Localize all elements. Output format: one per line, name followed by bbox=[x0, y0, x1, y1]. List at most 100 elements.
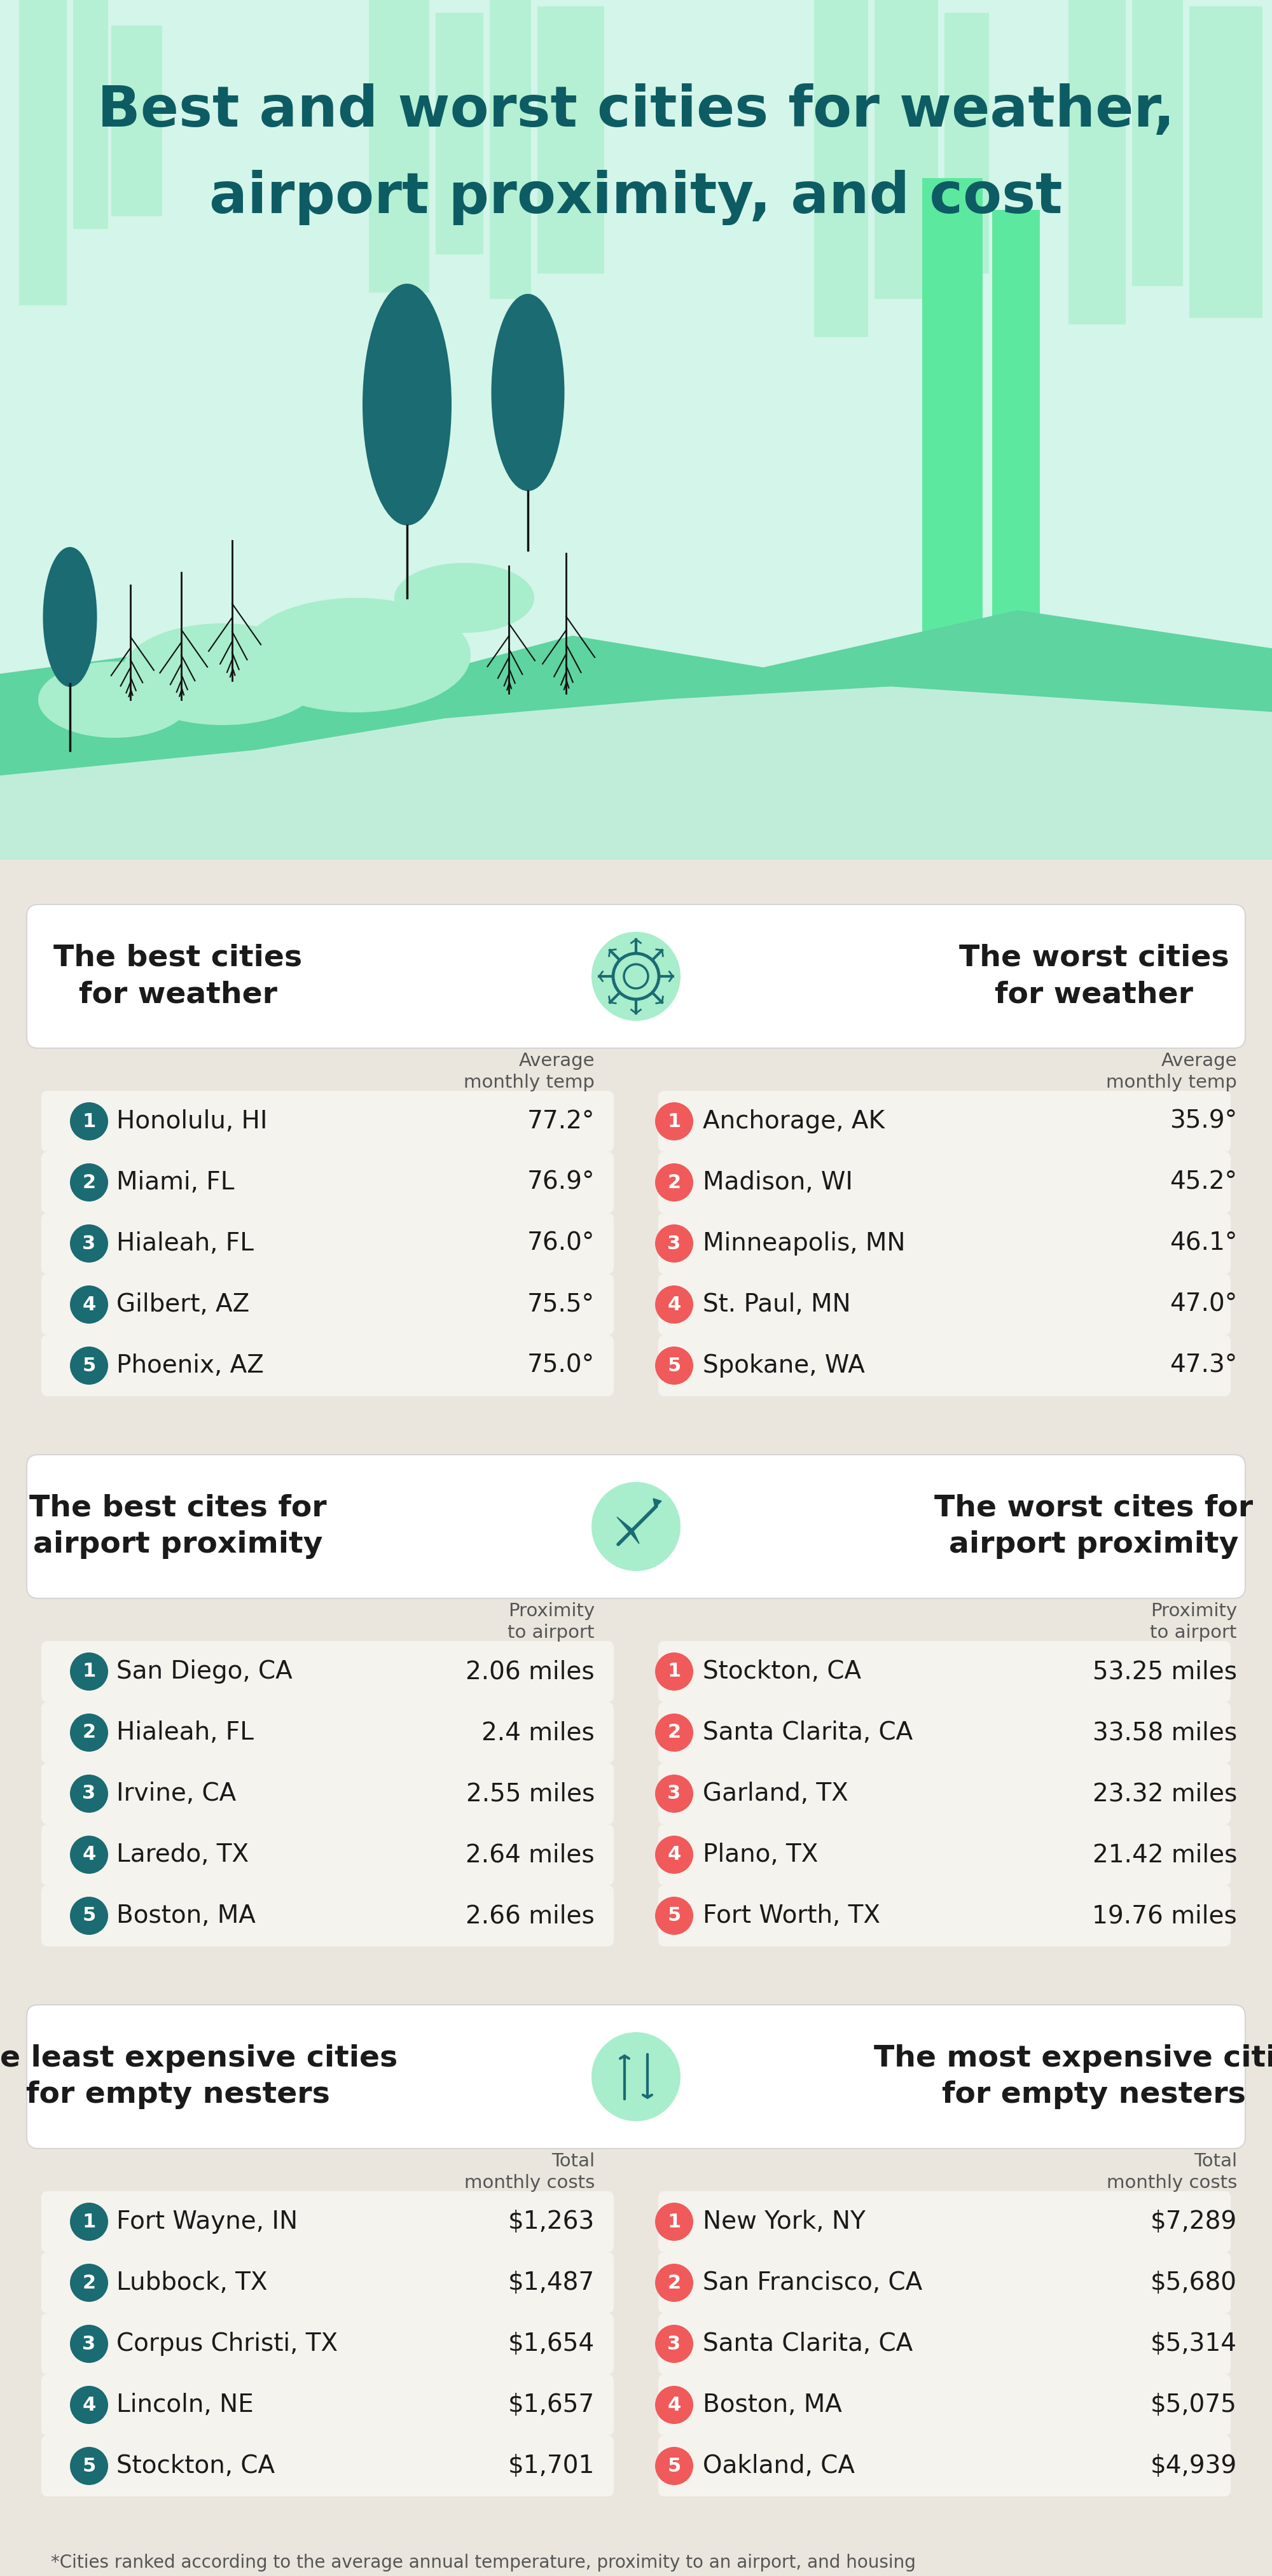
Bar bbox=[369, 0, 430, 294]
FancyBboxPatch shape bbox=[27, 904, 1245, 1048]
Bar bbox=[875, 0, 939, 299]
Text: New York, NY: New York, NY bbox=[702, 2210, 865, 2233]
FancyBboxPatch shape bbox=[41, 1275, 613, 1334]
Text: Lincoln, NE: Lincoln, NE bbox=[117, 2393, 253, 2416]
Text: 1: 1 bbox=[83, 2213, 95, 2231]
Ellipse shape bbox=[591, 2032, 681, 2120]
Circle shape bbox=[70, 1347, 108, 1386]
Bar bbox=[1189, 5, 1262, 317]
Bar bbox=[435, 13, 483, 255]
Text: The most expensive cities
for empty nesters: The most expensive cities for empty nest… bbox=[874, 2045, 1272, 2110]
FancyBboxPatch shape bbox=[659, 1886, 1231, 1947]
Text: *Cities ranked according to the average annual temperature, proximity to an airp: *Cities ranked according to the average … bbox=[51, 2553, 940, 2576]
Text: 5: 5 bbox=[668, 1906, 681, 1924]
Circle shape bbox=[655, 2324, 693, 2362]
Text: 3: 3 bbox=[83, 1234, 95, 1252]
FancyBboxPatch shape bbox=[41, 2313, 613, 2375]
Circle shape bbox=[70, 1713, 108, 1752]
Text: 75.0°: 75.0° bbox=[527, 1352, 595, 1378]
Text: Total
monthly costs: Total monthly costs bbox=[464, 2151, 595, 2192]
Circle shape bbox=[70, 2202, 108, 2241]
Text: 2: 2 bbox=[83, 2275, 95, 2293]
Circle shape bbox=[655, 1224, 693, 1262]
Text: 4: 4 bbox=[83, 2396, 95, 2414]
FancyBboxPatch shape bbox=[41, 1703, 613, 1762]
Text: 23.32 miles: 23.32 miles bbox=[1093, 1783, 1236, 1806]
Ellipse shape bbox=[394, 564, 534, 634]
Text: 46.1°: 46.1° bbox=[1169, 1231, 1236, 1255]
Ellipse shape bbox=[38, 662, 191, 737]
Text: 1: 1 bbox=[83, 1662, 95, 1680]
Text: Best and worst cities for weather,: Best and worst cities for weather, bbox=[97, 82, 1175, 139]
FancyBboxPatch shape bbox=[27, 1455, 1245, 1597]
Text: Anchorage, AK: Anchorage, AK bbox=[702, 1110, 885, 1133]
Text: Lubbock, TX: Lubbock, TX bbox=[117, 2269, 267, 2295]
Text: 47.3°: 47.3° bbox=[1169, 1352, 1236, 1378]
Text: 4: 4 bbox=[668, 1296, 681, 1314]
Bar bbox=[490, 0, 532, 299]
Text: $1,701: $1,701 bbox=[508, 2455, 595, 2478]
FancyBboxPatch shape bbox=[41, 1334, 613, 1396]
Text: Average
monthly temp: Average monthly temp bbox=[464, 1051, 595, 1092]
Circle shape bbox=[70, 2264, 108, 2303]
Text: 1: 1 bbox=[668, 1662, 681, 1680]
FancyBboxPatch shape bbox=[659, 1213, 1231, 1275]
Text: 2: 2 bbox=[83, 1723, 95, 1741]
Text: The worst cites for
airport proximity: The worst cites for airport proximity bbox=[935, 1494, 1253, 1558]
Text: 35.9°: 35.9° bbox=[1169, 1110, 1236, 1133]
Circle shape bbox=[655, 1103, 693, 1141]
Circle shape bbox=[70, 1896, 108, 1935]
Text: 2: 2 bbox=[668, 1723, 681, 1741]
Text: Plano, TX: Plano, TX bbox=[702, 1842, 818, 1868]
Text: airport proximity, and cost: airport proximity, and cost bbox=[210, 170, 1062, 224]
Circle shape bbox=[655, 1896, 693, 1935]
FancyBboxPatch shape bbox=[659, 1762, 1231, 1824]
Polygon shape bbox=[654, 1499, 661, 1507]
FancyBboxPatch shape bbox=[659, 1703, 1231, 1762]
Bar bbox=[112, 26, 163, 216]
Text: Irvine, CA: Irvine, CA bbox=[117, 1783, 237, 1806]
Text: Proximity
to airport: Proximity to airport bbox=[1150, 1602, 1236, 1641]
Text: 2.66 miles: 2.66 miles bbox=[466, 1904, 595, 1927]
Bar bbox=[19, 0, 66, 307]
Text: 2: 2 bbox=[668, 1172, 681, 1193]
FancyBboxPatch shape bbox=[659, 1334, 1231, 1396]
Text: Hialeah, FL: Hialeah, FL bbox=[117, 1231, 254, 1255]
Bar bbox=[537, 5, 604, 273]
Polygon shape bbox=[0, 688, 1272, 858]
Text: San Francisco, CA: San Francisco, CA bbox=[702, 2269, 922, 2295]
Text: 1: 1 bbox=[668, 2213, 681, 2231]
Text: Madison, WI: Madison, WI bbox=[702, 1170, 852, 1195]
FancyBboxPatch shape bbox=[41, 2251, 613, 2313]
Text: Total
monthly costs: Total monthly costs bbox=[1107, 2151, 1236, 2192]
Text: Stockton, CA: Stockton, CA bbox=[702, 1659, 861, 1685]
Text: 76.9°: 76.9° bbox=[527, 1170, 595, 1195]
Circle shape bbox=[655, 1285, 693, 1324]
Ellipse shape bbox=[121, 623, 324, 724]
Circle shape bbox=[655, 1837, 693, 1873]
FancyBboxPatch shape bbox=[41, 2192, 613, 2251]
Circle shape bbox=[70, 2385, 108, 2424]
Text: 33.58 miles: 33.58 miles bbox=[1093, 1721, 1236, 1744]
Ellipse shape bbox=[591, 1481, 681, 1571]
Circle shape bbox=[655, 2264, 693, 2303]
Text: $5,680: $5,680 bbox=[1150, 2269, 1236, 2295]
FancyBboxPatch shape bbox=[659, 1641, 1231, 1703]
Text: Fort Wayne, IN: Fort Wayne, IN bbox=[117, 2210, 298, 2233]
Text: 2.06 miles: 2.06 miles bbox=[466, 1659, 595, 1685]
Text: San Diego, CA: San Diego, CA bbox=[117, 1659, 293, 1685]
Text: 76.0°: 76.0° bbox=[527, 1231, 595, 1255]
Text: Boston, MA: Boston, MA bbox=[117, 1904, 256, 1927]
Circle shape bbox=[70, 1103, 108, 1141]
Text: 4: 4 bbox=[668, 1844, 681, 1865]
Text: 4: 4 bbox=[668, 2396, 681, 2414]
Text: Santa Clarita, CA: Santa Clarita, CA bbox=[702, 2331, 913, 2357]
Text: 5: 5 bbox=[668, 2458, 681, 2476]
Text: $1,263: $1,263 bbox=[508, 2210, 595, 2233]
Text: $5,314: $5,314 bbox=[1150, 2331, 1236, 2357]
Text: 1: 1 bbox=[83, 1113, 95, 1131]
Text: Fort Worth, TX: Fort Worth, TX bbox=[702, 1904, 880, 1927]
Text: Spokane, WA: Spokane, WA bbox=[702, 1352, 865, 1378]
Circle shape bbox=[655, 2385, 693, 2424]
Circle shape bbox=[655, 2447, 693, 2486]
